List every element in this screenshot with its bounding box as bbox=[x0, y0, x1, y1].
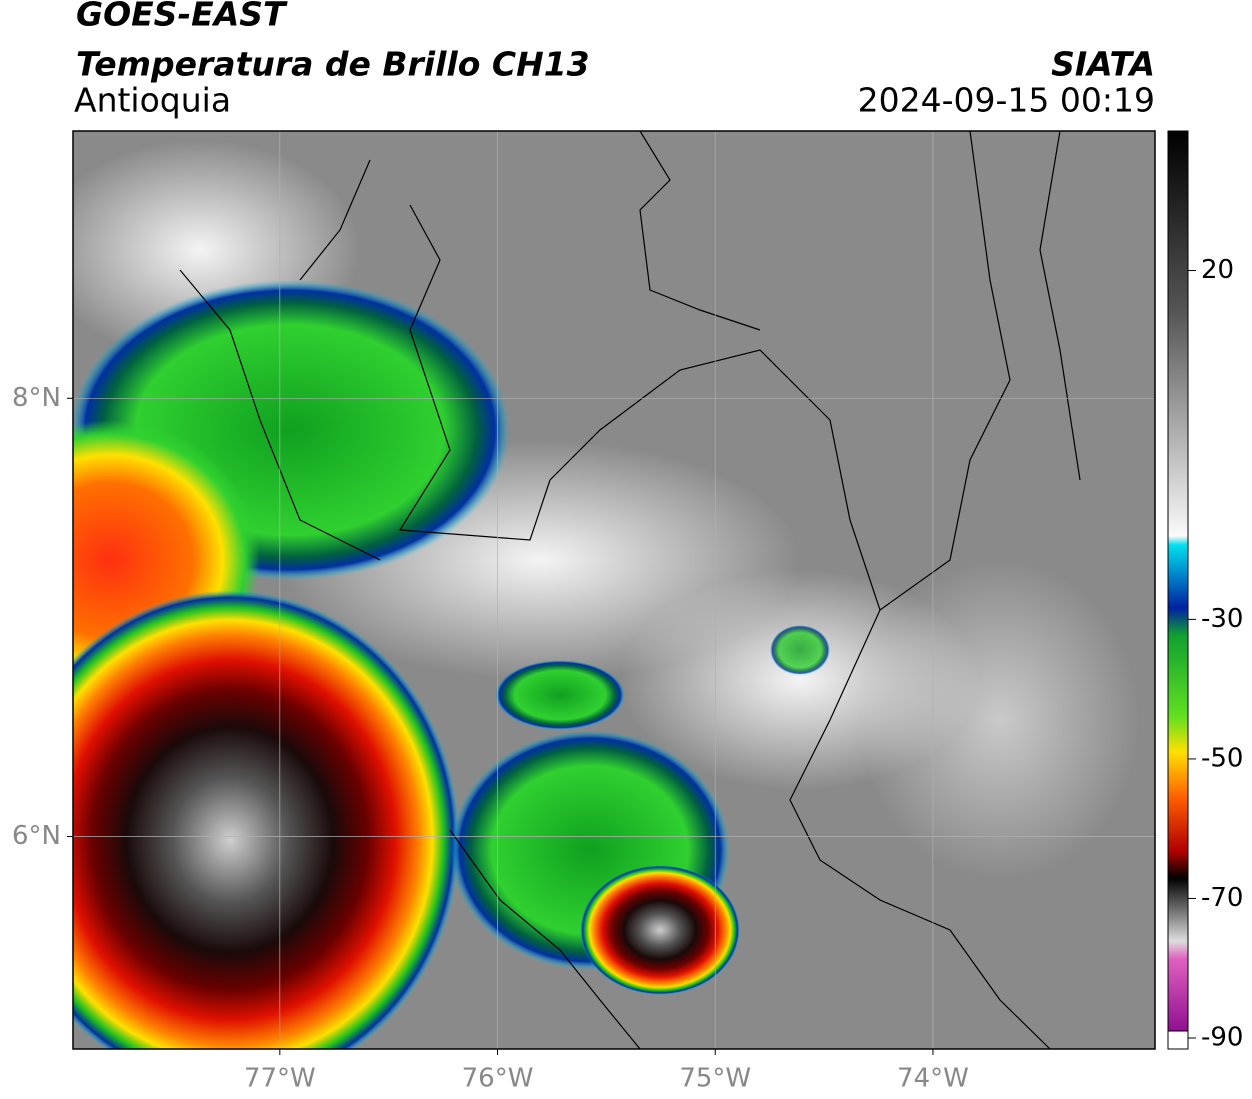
title: GOES-EAST bbox=[76, 0, 288, 34]
colorbar-extension bbox=[1167, 1030, 1189, 1050]
satellite-image bbox=[73, 131, 1155, 1049]
colorbar-tick-label: -30 bbox=[1201, 604, 1243, 634]
colorbar-frame bbox=[1167, 130, 1189, 1050]
graticule bbox=[73, 131, 1155, 1049]
region: Antioquia bbox=[74, 81, 231, 120]
x-tick-label: 74°W bbox=[897, 1064, 969, 1094]
colorbar bbox=[1168, 131, 1188, 1031]
colorbar-tick-label: -70 bbox=[1201, 883, 1243, 913]
colorbar-tick-label: 20 bbox=[1201, 255, 1234, 285]
y-tick-label: 8°N bbox=[12, 383, 61, 413]
map-frame bbox=[72, 130, 1156, 1050]
x-tick-label: 76°W bbox=[462, 1064, 534, 1094]
x-tick-label: 77°W bbox=[244, 1064, 316, 1094]
subtitle: Temperatura de Brillo CH13 bbox=[76, 45, 590, 84]
colorbar-tick-label: -50 bbox=[1201, 743, 1243, 773]
timestamp: 2024-09-15 00:19 bbox=[858, 81, 1155, 120]
y-tick-label: 6°N bbox=[12, 821, 61, 851]
colorbar-tick-label: -90 bbox=[1201, 1023, 1243, 1053]
source: SIATA bbox=[1051, 45, 1155, 84]
x-tick-label: 75°W bbox=[679, 1064, 751, 1094]
